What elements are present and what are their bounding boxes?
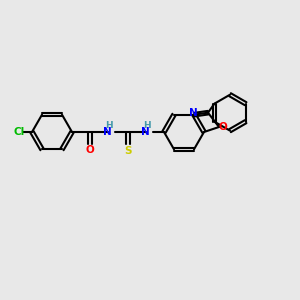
Text: H: H: [105, 121, 113, 130]
Text: O: O: [85, 145, 94, 155]
Text: N: N: [103, 127, 111, 137]
Text: S: S: [124, 146, 132, 156]
Text: H: H: [143, 121, 151, 130]
Text: Cl: Cl: [14, 127, 25, 137]
Text: O: O: [219, 122, 227, 132]
Text: N: N: [141, 127, 149, 137]
Text: N: N: [189, 108, 197, 118]
